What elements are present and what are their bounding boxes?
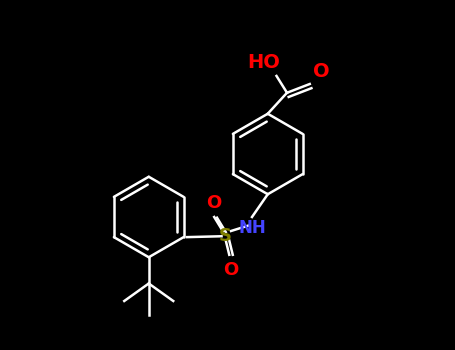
Text: O: O (313, 62, 329, 81)
Text: NH: NH (238, 219, 266, 237)
Text: O: O (223, 261, 238, 279)
Text: HO: HO (247, 54, 280, 72)
Text: S: S (219, 227, 232, 245)
Text: O: O (207, 194, 222, 212)
